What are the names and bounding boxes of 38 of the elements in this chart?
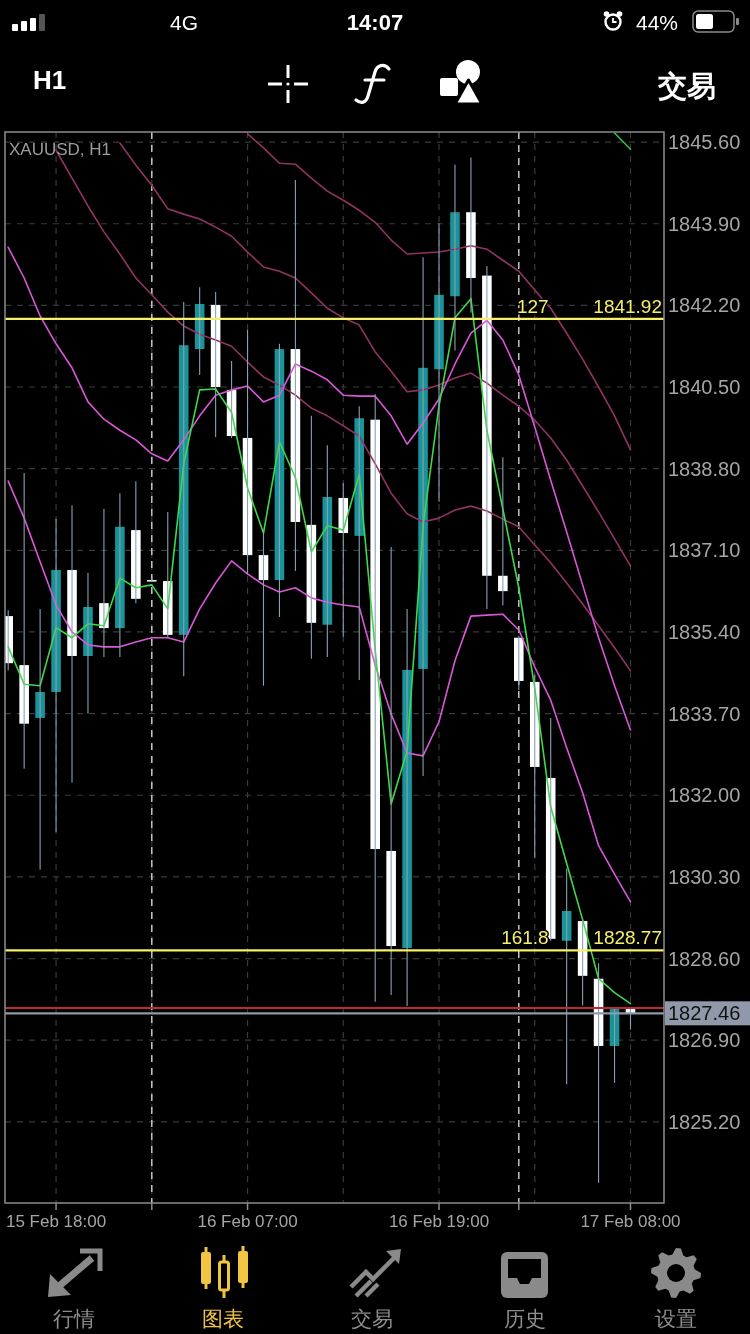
y-tick-label: 1837.10: [668, 539, 741, 562]
y-tick-label: 1838.80: [668, 457, 741, 480]
ref-line-label: 1827.46: [668, 1002, 741, 1025]
text: 历史: [504, 1307, 546, 1330]
y-tick-label: 1826.90: [668, 1029, 741, 1052]
y-tick-label: 1842.20: [668, 294, 741, 317]
text: 14:07: [346, 10, 404, 35]
annotation: 1841.92: [593, 295, 662, 317]
y-tick-label: 1845.60: [668, 131, 741, 154]
price-label: 1827.46: [665, 1001, 750, 1026]
text: 行情: [53, 1307, 95, 1330]
candlestick: [131, 480, 141, 604]
x-tick-label: 16 Feb 07:00: [197, 1212, 298, 1231]
text: 4G: [170, 11, 199, 34]
candlestick: [498, 456, 508, 607]
y-tick-label: 1843.90: [668, 212, 741, 235]
text: 设置: [655, 1307, 697, 1330]
line-series: [7, 480, 632, 903]
text: 44%: [636, 11, 679, 34]
y-tick-label: 1833.70: [668, 702, 741, 725]
text: 交易: [657, 70, 716, 102]
text: XAUUSD, H1: [9, 140, 112, 159]
candlestick: [514, 635, 524, 691]
text: 图表: [202, 1307, 244, 1330]
text: 交易: [351, 1307, 393, 1330]
text: H1: [33, 65, 67, 95]
y-tick-label: 1830.30: [668, 865, 741, 888]
y-tick-label: 1828.60: [668, 947, 741, 970]
y-tick-label: 1832.00: [668, 784, 741, 807]
y-tick-label: 1840.50: [668, 376, 741, 399]
y-tick-label: 1835.40: [668, 620, 741, 643]
x-tick-label: 15 Feb 18:00: [5, 1212, 107, 1231]
x-tick-label: 16 Feb 19:00: [388, 1212, 490, 1231]
annotation: 1828.77: [593, 927, 662, 949]
annotation: 127: [516, 295, 549, 317]
candlestick: [147, 577, 157, 583]
y-tick-label: 1825.20: [668, 1110, 741, 1133]
x-tick-label: 17 Feb 08:00: [580, 1212, 681, 1231]
